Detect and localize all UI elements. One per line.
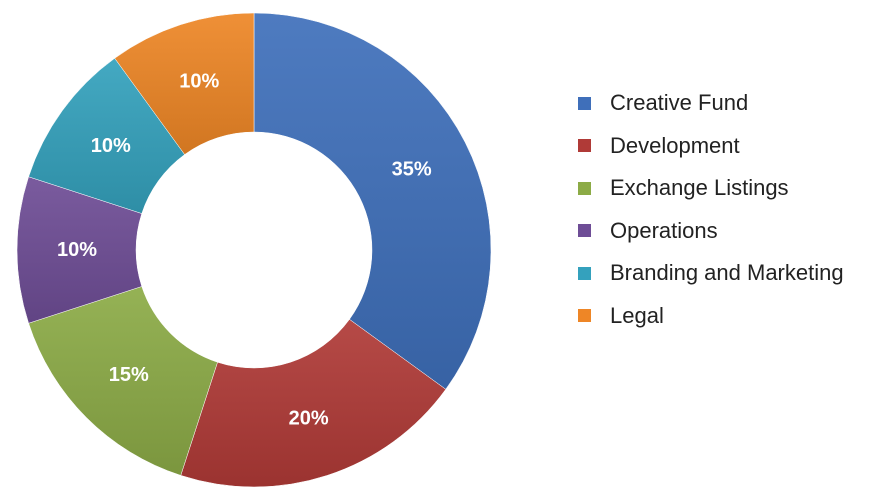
legend-item-creative-fund: Creative Fund xyxy=(578,82,844,125)
slice-legal xyxy=(114,12,255,155)
legend-label-development: Development xyxy=(610,132,740,158)
slice-label-legal: 10% xyxy=(179,71,219,93)
slice-label-development: 20% xyxy=(289,407,329,429)
chart-legend: Creative Fund Development Exchange Listing… xyxy=(578,82,844,337)
slice-creative-fund xyxy=(253,12,492,390)
legend-swatch-creative-fund xyxy=(578,96,591,110)
legend-item-exchange-listings: Exchange Listings xyxy=(578,167,844,210)
legend-swatch-operations xyxy=(578,224,591,238)
legend-label-branding-and-marketing: Branding and Marketing xyxy=(610,260,844,286)
legend-swatch-branding-and-marketing xyxy=(578,266,591,280)
legend-item-legal: Legal xyxy=(578,295,844,338)
legend-label-creative-fund: Creative Fund xyxy=(610,90,749,116)
legend-swatch-development xyxy=(578,139,591,153)
legend-label-operations: Operations xyxy=(610,217,718,243)
slice-development xyxy=(180,319,447,488)
slice-label-branding-and-marketing: 10% xyxy=(91,135,131,157)
slice-label-exchange-listings: 15% xyxy=(109,364,149,386)
legend-item-operations: Operations xyxy=(578,210,844,253)
legend-swatch-exchange-listings xyxy=(578,181,591,195)
legend-label-legal: Legal xyxy=(610,302,664,328)
slice-label-operations: 10% xyxy=(57,239,97,261)
legend-item-branding-and-marketing: Branding and Marketing xyxy=(578,252,844,295)
slice-label-creative-fund: 35% xyxy=(392,159,432,181)
legend-item-development: Development xyxy=(578,125,844,168)
donut-slices xyxy=(16,12,492,488)
legend-label-exchange-listings: Exchange Listings xyxy=(610,175,789,201)
slice-exchange-listings xyxy=(28,286,218,476)
legend-swatch-legal xyxy=(578,309,591,323)
donut-labels: 35% 20% 15% 10% 10% 10% xyxy=(57,71,432,430)
